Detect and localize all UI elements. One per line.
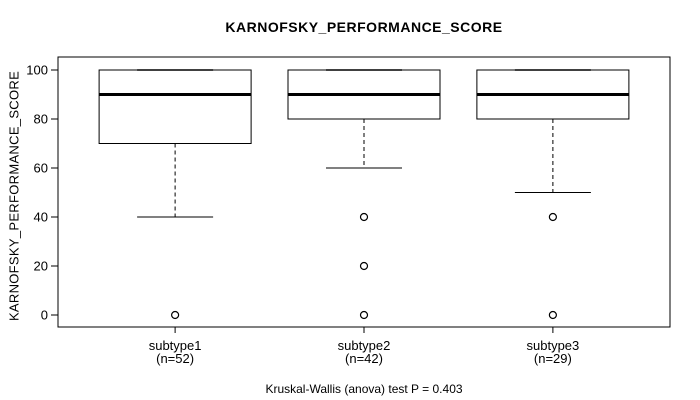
x-category-label: subtype3 — [527, 338, 580, 353]
y-tick-label: 60 — [34, 161, 48, 176]
y-tick-label: 80 — [34, 112, 48, 127]
x-category-label: subtype1 — [149, 338, 202, 353]
outlier-point — [359, 212, 369, 222]
outlier-point — [548, 310, 557, 320]
outlier-point — [171, 310, 180, 320]
outlier-point — [359, 261, 369, 271]
iqr-box — [98, 69, 252, 144]
x-category-sublabel: (n=52) — [156, 351, 194, 366]
x-category-sublabel: (n=29) — [534, 351, 572, 366]
outlier-point — [548, 212, 557, 222]
x-category-sublabel: (n=42) — [345, 351, 383, 366]
y-tick-label: 40 — [34, 210, 48, 225]
y-tick-label: 0 — [41, 308, 48, 323]
x-category-label: subtype2 — [338, 338, 391, 353]
y-tick-label: 20 — [34, 259, 48, 274]
chart-title: KARNOFSKY_PERFORMANCE_SCORE — [225, 19, 503, 35]
outlier-point — [359, 310, 369, 320]
y-tick-label: 100 — [26, 63, 48, 78]
stat-test-footnote: Kruskal-Wallis (anova) test P = 0.403 — [265, 382, 463, 396]
